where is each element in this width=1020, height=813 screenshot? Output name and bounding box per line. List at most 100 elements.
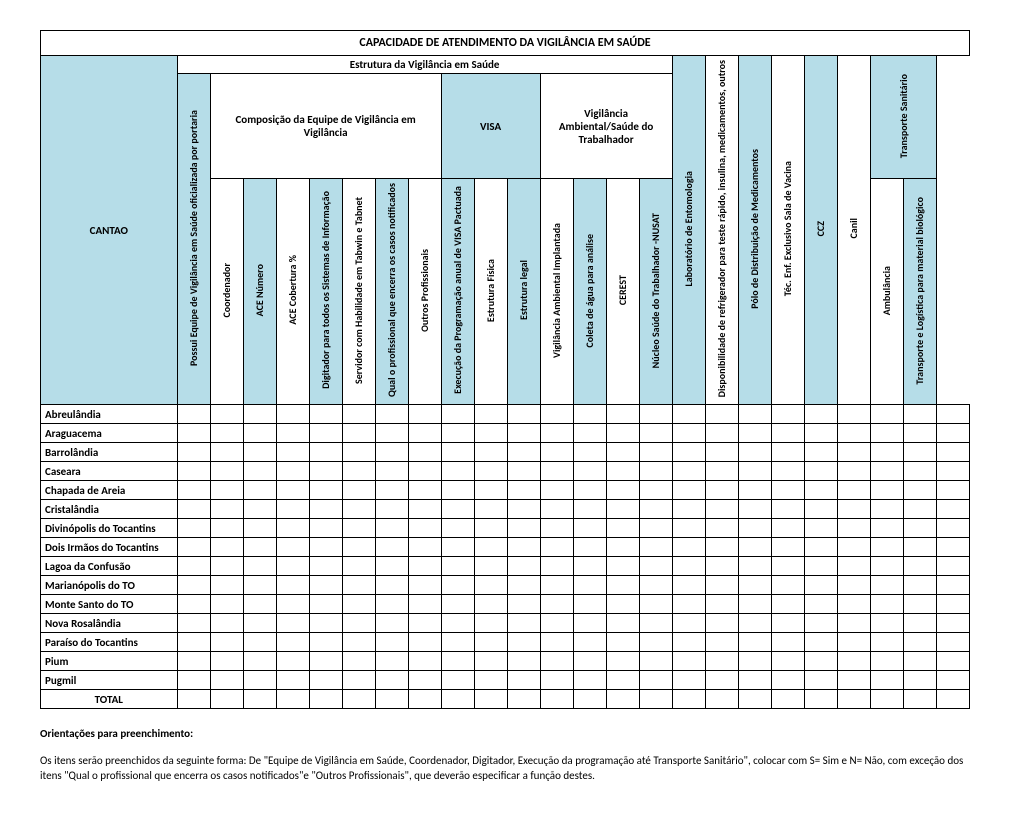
data-cell	[870, 633, 903, 652]
data-cell	[408, 595, 441, 614]
data-cell	[276, 481, 309, 500]
data-cell	[705, 519, 738, 538]
data-cell	[771, 500, 804, 519]
data-cell	[408, 481, 441, 500]
data-cell	[804, 405, 837, 424]
data-cell	[672, 481, 705, 500]
notes-section: Orientações para preenchimento: Os itens…	[40, 727, 970, 783]
data-cell	[474, 614, 507, 633]
data-cell	[441, 424, 474, 443]
data-cell	[309, 538, 342, 557]
data-cell	[606, 557, 639, 576]
data-cell	[441, 500, 474, 519]
data-cell	[441, 443, 474, 462]
total-label: TOTAL	[41, 690, 178, 709]
data-cell	[639, 462, 672, 481]
data-cell	[837, 424, 870, 443]
data-cell	[804, 671, 837, 690]
data-cell	[342, 614, 375, 633]
data-cell	[837, 405, 870, 424]
data-cell	[441, 595, 474, 614]
data-cell	[936, 481, 969, 500]
data-cell	[342, 443, 375, 462]
data-cell	[936, 443, 969, 462]
data-cell	[705, 462, 738, 481]
data-cell	[639, 576, 672, 595]
data-cell	[177, 405, 210, 424]
col-coleta-agua: Coleta de água para análise	[573, 179, 606, 405]
data-cell	[243, 671, 276, 690]
vig-amb-header: Vigilância Ambiental/Saúde do Trabalhado…	[540, 74, 672, 179]
data-cell	[573, 538, 606, 557]
data-cell	[771, 633, 804, 652]
data-cell	[738, 424, 771, 443]
row-label: Dois Irmãos do Tocantins	[41, 538, 178, 557]
data-cell	[375, 462, 408, 481]
data-cell	[738, 576, 771, 595]
data-cell	[738, 557, 771, 576]
data-cell	[507, 671, 540, 690]
data-cell	[573, 671, 606, 690]
data-cell	[936, 576, 969, 595]
data-cell	[903, 671, 936, 690]
data-cell	[771, 519, 804, 538]
data-cell	[408, 424, 441, 443]
data-cell	[771, 690, 804, 709]
data-cell	[870, 576, 903, 595]
table-row: Divinópolis do Tocantins	[41, 519, 970, 538]
polo-med-header: Pólo de Distribuição de Medicamentos	[738, 56, 771, 405]
data-cell	[837, 652, 870, 671]
data-cell	[870, 614, 903, 633]
data-cell	[606, 405, 639, 424]
data-cell	[837, 500, 870, 519]
data-cell	[870, 595, 903, 614]
data-cell	[870, 671, 903, 690]
data-cell	[441, 538, 474, 557]
data-cell	[507, 443, 540, 462]
data-cell	[408, 652, 441, 671]
data-cell	[441, 481, 474, 500]
data-cell	[408, 500, 441, 519]
col-coordenador: Coordenador	[210, 179, 243, 405]
data-cell	[507, 519, 540, 538]
data-cell	[540, 595, 573, 614]
data-cell	[540, 519, 573, 538]
data-cell	[573, 424, 606, 443]
transporte-san-header: Transporte Sanitário	[870, 56, 936, 179]
data-cell	[474, 481, 507, 500]
data-cell	[375, 481, 408, 500]
table-row: Paraíso do Tocantins	[41, 633, 970, 652]
data-cell	[936, 462, 969, 481]
data-cell	[210, 557, 243, 576]
data-cell	[573, 443, 606, 462]
data-cell	[903, 443, 936, 462]
data-cell	[639, 538, 672, 557]
data-cell	[441, 405, 474, 424]
table-row: Chapada de Areia	[41, 481, 970, 500]
data-cell	[837, 557, 870, 576]
data-cell	[177, 576, 210, 595]
row-label: Chapada de Areia	[41, 481, 178, 500]
data-cell	[771, 614, 804, 633]
data-cell	[606, 538, 639, 557]
row-label: Marianópolis do TO	[41, 576, 178, 595]
data-cell	[936, 519, 969, 538]
data-cell	[507, 500, 540, 519]
data-cell	[804, 538, 837, 557]
data-cell	[210, 576, 243, 595]
data-cell	[276, 443, 309, 462]
data-cell	[771, 652, 804, 671]
data-cell	[936, 595, 969, 614]
data-cell	[507, 595, 540, 614]
data-cell	[705, 671, 738, 690]
data-cell	[738, 481, 771, 500]
data-cell	[771, 538, 804, 557]
row-label: Araguacema	[41, 424, 178, 443]
data-cell	[474, 690, 507, 709]
data-cell	[408, 671, 441, 690]
data-cell	[738, 652, 771, 671]
data-cell	[474, 405, 507, 424]
data-cell	[540, 405, 573, 424]
data-cell	[573, 557, 606, 576]
table-row: Caseara	[41, 462, 970, 481]
